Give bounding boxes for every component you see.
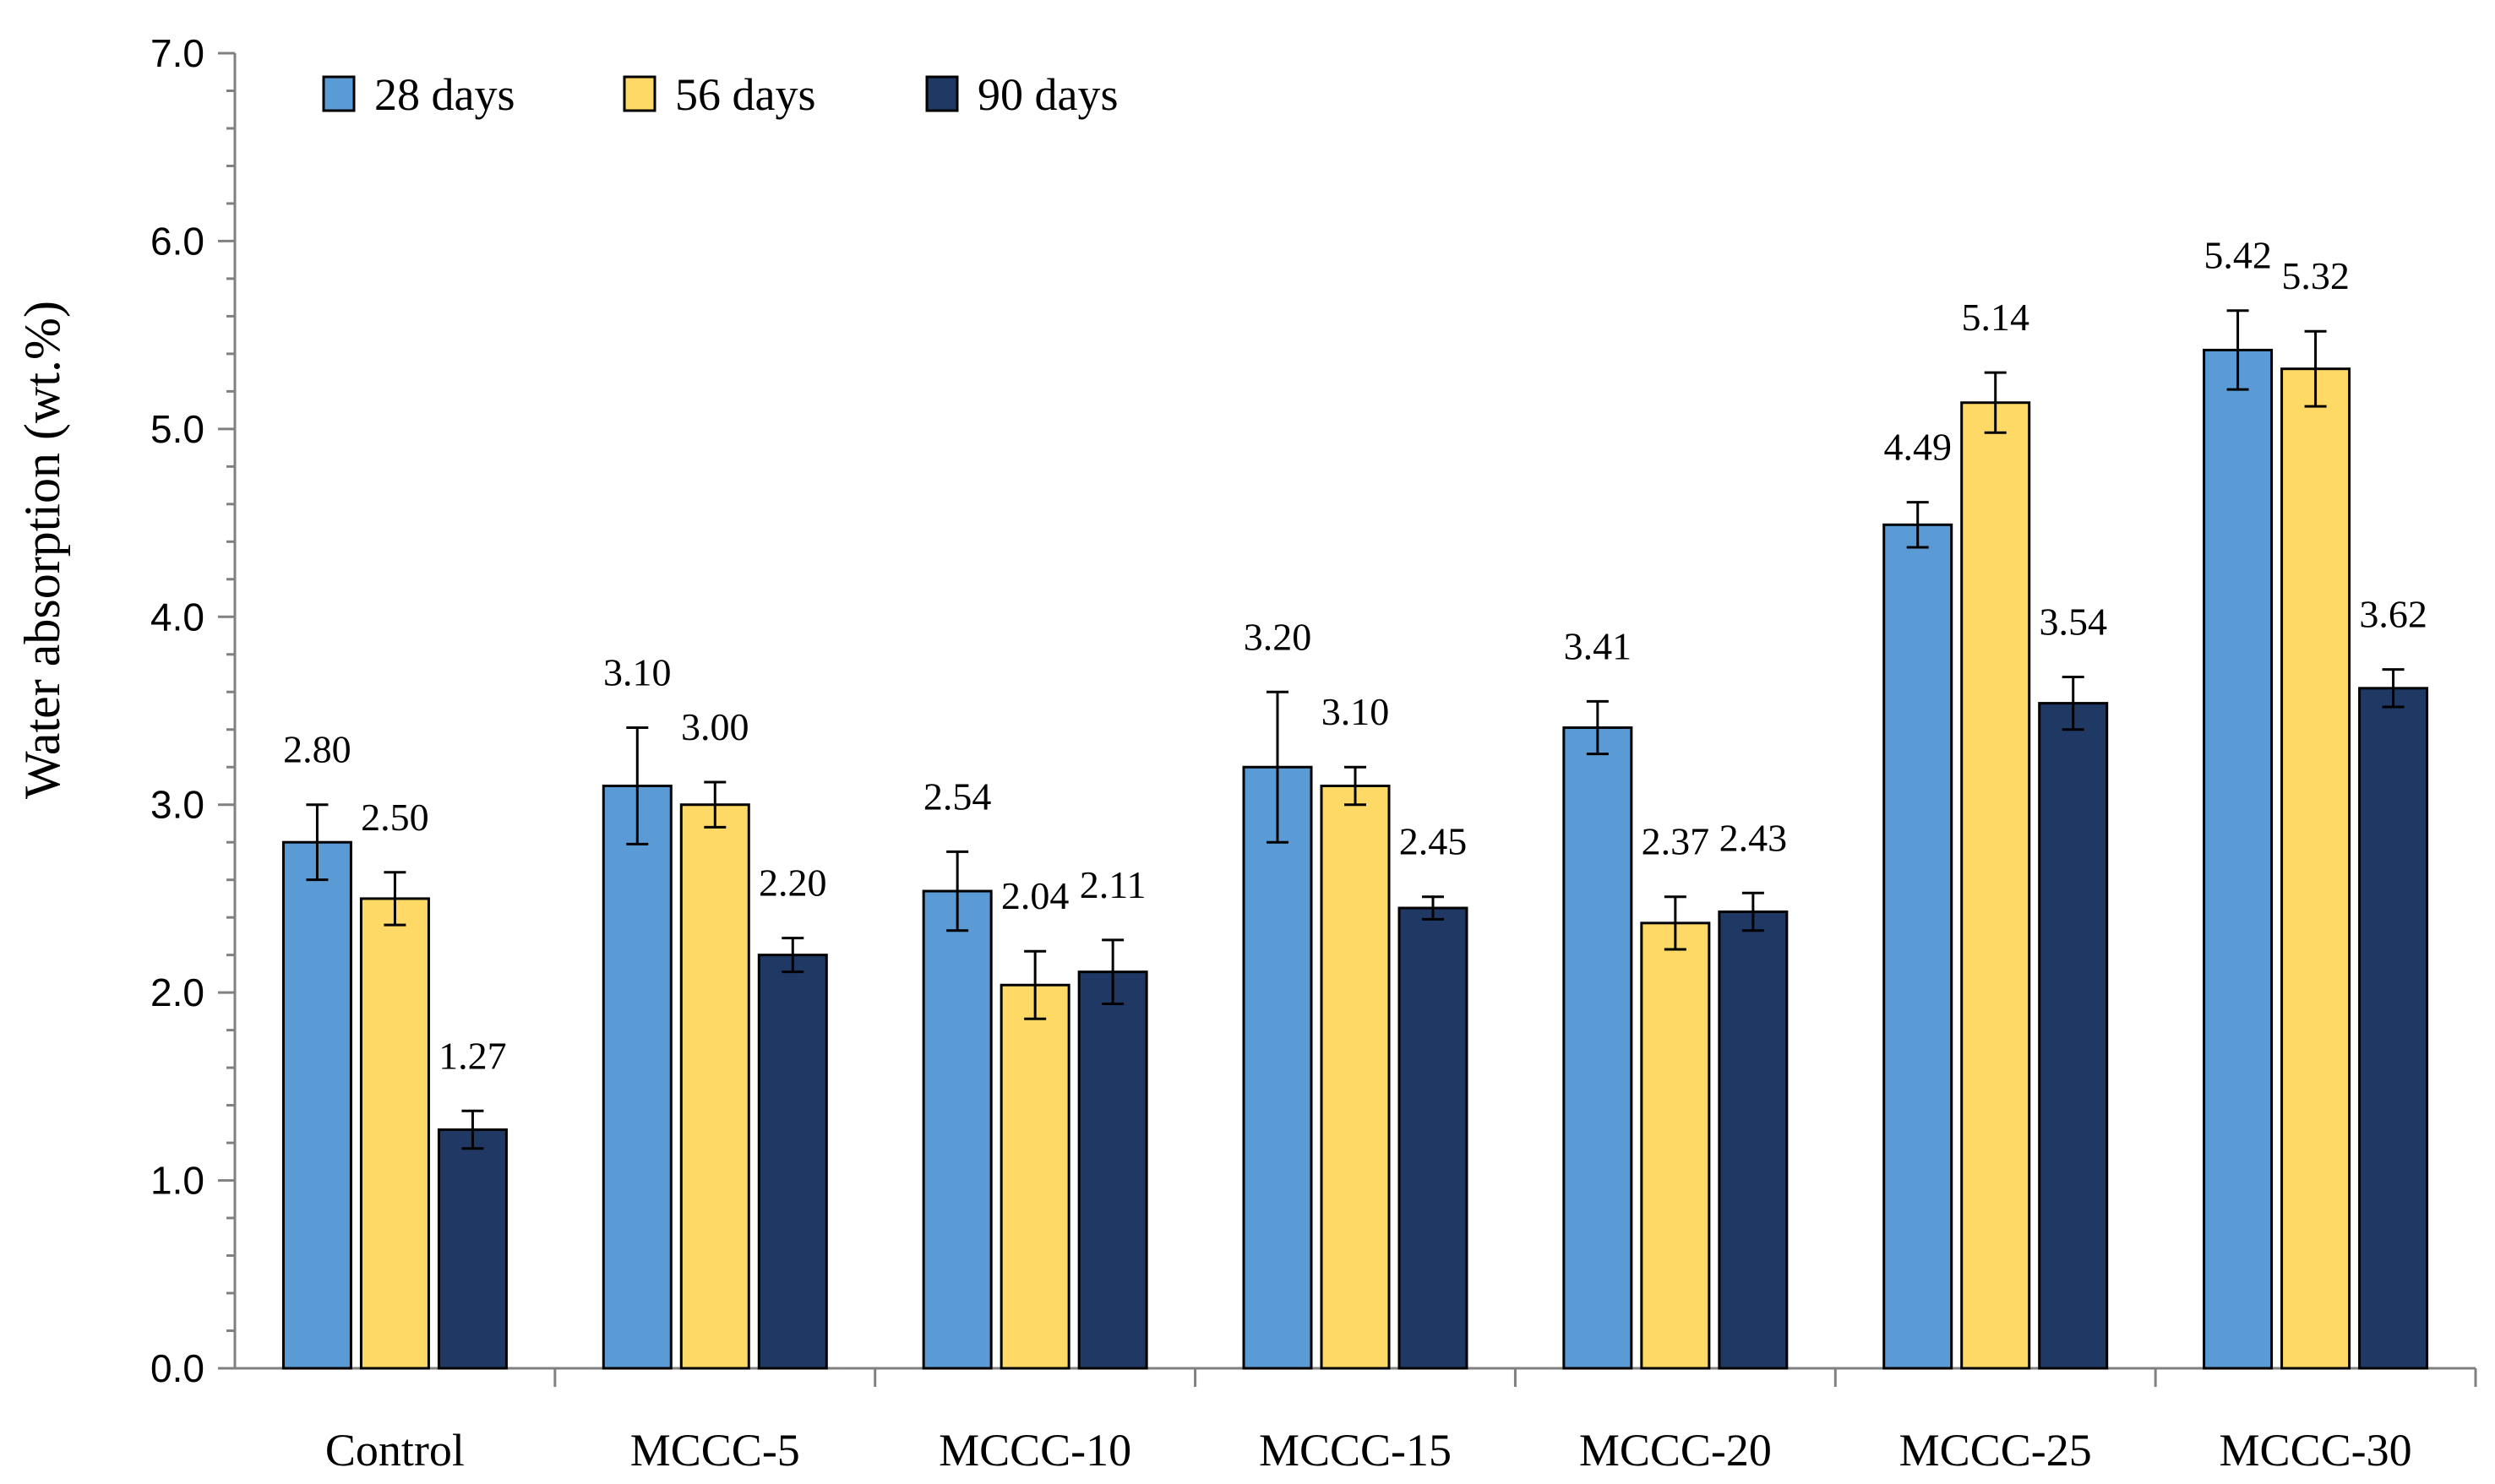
bar-56-days <box>1960 401 2031 1370</box>
bar-90-days <box>1077 970 1148 1370</box>
legend-swatch-28-days <box>322 75 356 112</box>
y-tick-label: 6.0 <box>150 219 204 263</box>
plot-area: 0.0 1.0 2.0 3.0 4.0 5.0 6.0 7.0 Control 2.802.50 1… <box>150 31 2477 1476</box>
bar-56-days <box>1320 784 1391 1370</box>
bar-56-days <box>679 803 750 1370</box>
x-tick-label: MCCC-5 <box>630 1425 800 1476</box>
y-tick-label: 2.0 <box>150 970 204 1014</box>
bar-56-days <box>1640 921 1711 1370</box>
data-label: 1.27 <box>439 1034 507 1077</box>
y-tick-label: 3.0 <box>150 783 204 827</box>
legend-label: 28 days <box>374 69 515 120</box>
bar-28-days <box>1882 523 1953 1370</box>
bar-90-days <box>2038 702 2109 1370</box>
legend: 28 days 56 days 90 days <box>322 69 1118 120</box>
bar-28-days <box>1562 726 1633 1370</box>
bar-28-days <box>602 784 673 1370</box>
bar-90-days <box>2358 687 2429 1370</box>
data-label: 4.49 <box>1883 426 1952 469</box>
y-axis-title: Water absorption (wt.%) <box>14 301 70 799</box>
data-label: 3.10 <box>1321 690 1390 733</box>
bar-90-days <box>757 954 828 1370</box>
data-label: 2.37 <box>1642 820 1710 863</box>
legend-label: 56 days <box>675 69 815 120</box>
x-tick-label: Control <box>325 1425 465 1476</box>
legend-swatch-56-days <box>623 75 656 112</box>
y-tick-label: 7.0 <box>150 31 204 75</box>
legend-swatch-90-days <box>925 75 959 112</box>
y-tick-label: 4.0 <box>150 595 204 639</box>
bar-56-days <box>1000 983 1070 1370</box>
bar-90-days <box>437 1128 508 1370</box>
data-label: 3.00 <box>681 705 749 748</box>
legend-label: 90 days <box>978 69 1118 120</box>
data-label: 5.32 <box>2281 254 2350 297</box>
bar-56-days <box>359 897 430 1370</box>
data-label: 3.20 <box>1244 615 1312 658</box>
data-label: 2.04 <box>1001 874 1070 917</box>
bar-28-days <box>2203 348 2274 1370</box>
bar-90-days <box>1397 906 1468 1370</box>
data-label: 2.54 <box>923 775 992 818</box>
x-tick-label: MCCC-10 <box>939 1425 1131 1476</box>
bar-90-days <box>1718 910 1789 1370</box>
data-label: 2.80 <box>283 728 351 771</box>
data-label: 2.50 <box>361 796 429 839</box>
data-label: 2.45 <box>1399 820 1468 863</box>
data-label: 3.10 <box>603 651 672 694</box>
bar-28-days <box>1242 765 1313 1370</box>
data-label: 2.20 <box>759 862 827 905</box>
y-tick-label: 0.0 <box>150 1346 204 1390</box>
x-tick-label: MCCC-20 <box>1579 1425 1772 1476</box>
data-label: 3.62 <box>2359 593 2427 636</box>
data-label: 3.54 <box>2039 600 2107 643</box>
y-tick-label: 1.0 <box>150 1159 204 1203</box>
bar-56-days <box>2280 367 2351 1370</box>
y-tick-label: 5.0 <box>150 407 204 451</box>
bar-28-days <box>281 840 352 1370</box>
data-label: 5.14 <box>1961 296 2029 339</box>
bar-28-days <box>922 889 993 1370</box>
x-tick-label: MCCC-25 <box>1899 1425 2092 1476</box>
data-label: 5.42 <box>2204 234 2272 277</box>
data-label: 2.43 <box>1719 816 1788 859</box>
x-tick-label: MCCC-30 <box>2220 1425 2412 1476</box>
x-tick-label: MCCC-15 <box>1259 1425 1452 1476</box>
data-label: 2.11 <box>1080 863 1147 906</box>
data-label: 3.41 <box>1564 624 1632 667</box>
